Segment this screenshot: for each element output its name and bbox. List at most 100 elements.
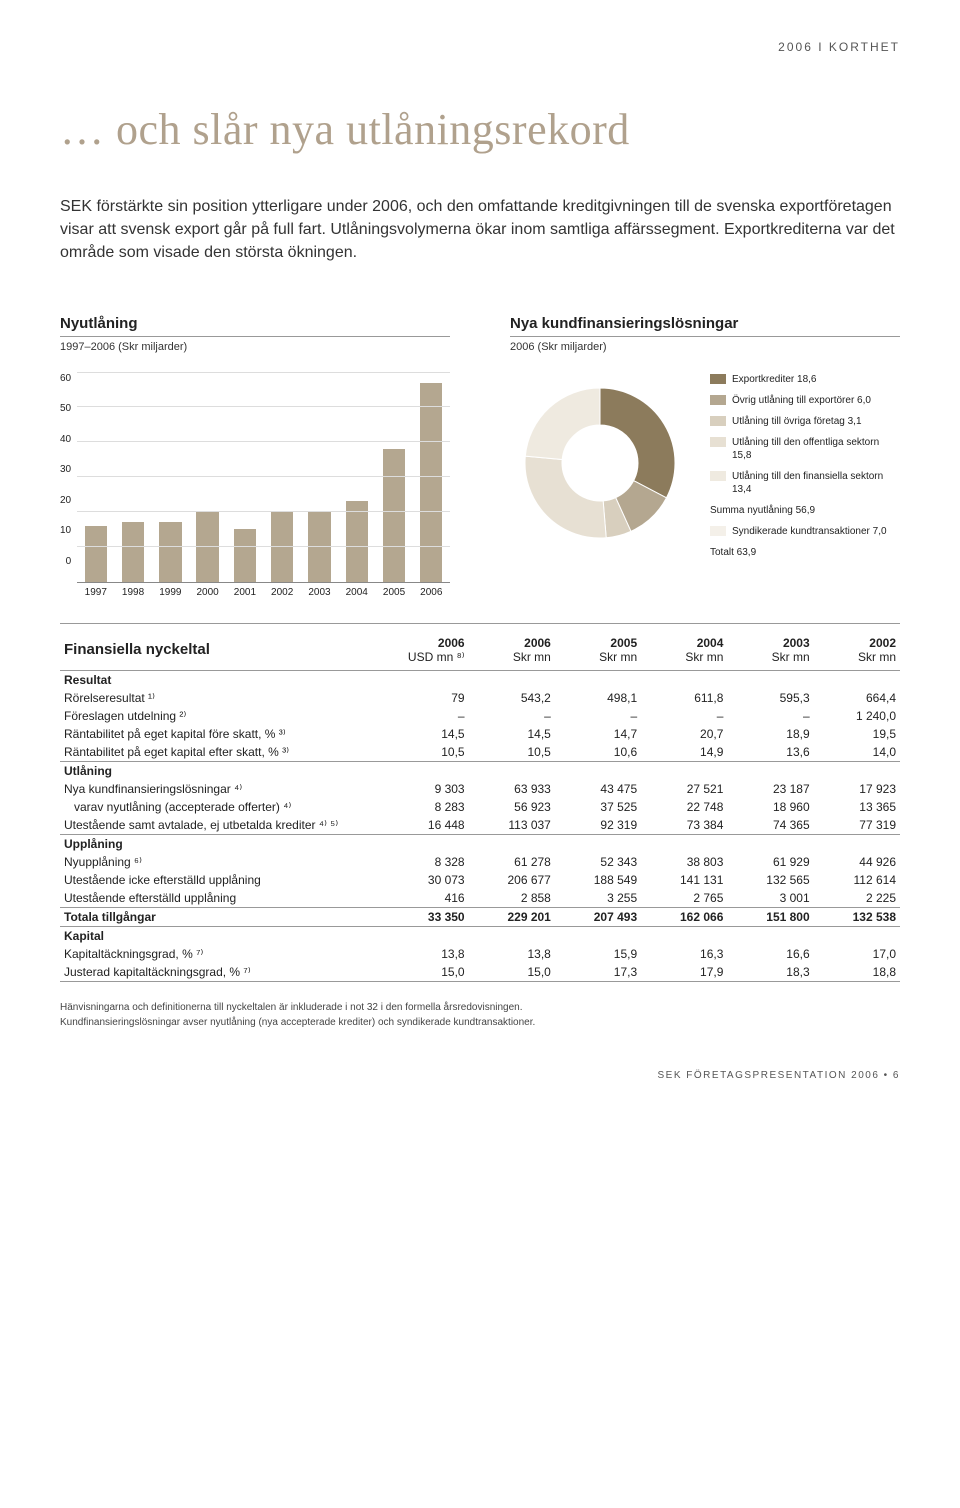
cell: 15,0 [469,963,555,982]
cell [814,834,900,853]
cell: 498,1 [555,689,641,707]
cell: 27 521 [641,780,727,798]
cell: 141 131 [641,871,727,889]
cell [641,926,727,945]
bar-col: 1999 [152,373,189,582]
financial-table-section: Finansiella nyckeltal 2006USD mn ⁸⁾2006S… [60,623,900,1030]
row-label: Utestående icke efterställd upplåning [60,871,360,889]
headline: … och slår nya utlåningsrekord [60,104,900,155]
table-row: Totala tillgångar33 350229 201207 493162… [60,907,900,926]
fin-col-header: 2006USD mn ⁸⁾ [360,634,469,671]
cell: 3 255 [555,889,641,908]
bar [420,383,442,582]
cell: 2 858 [469,889,555,908]
donut-chart-block: Nya kundfinansieringslösningar 2006 (Skr… [510,315,900,583]
cell: 13 365 [814,798,900,816]
bar [308,512,330,582]
cell [727,834,813,853]
cell: 13,8 [469,945,555,963]
cell: 207 493 [555,907,641,926]
cell: 16 448 [360,816,469,835]
cell [555,834,641,853]
cell: 10,6 [555,743,641,762]
cell: 77 319 [814,816,900,835]
table-row: Upplåning [60,834,900,853]
cell: 14,0 [814,743,900,762]
cell: 2 765 [641,889,727,908]
gridline [77,372,450,373]
bar-x-label: 2005 [375,587,412,598]
bar [383,449,405,581]
donut-row: Exportkrediter 18,6Övrig utlåning till e… [510,373,900,559]
donut-slice [525,456,606,538]
cell: 38 803 [641,853,727,871]
cell: 8 283 [360,798,469,816]
charts-row: Nyutlåning 1997–2006 (Skr miljarder) 605… [60,315,900,583]
cell: 16,6 [727,945,813,963]
cell: 79 [360,689,469,707]
cell [814,926,900,945]
cell: 112 614 [814,871,900,889]
gridline [77,546,450,547]
table-row: Utlåning [60,761,900,780]
bar [85,526,107,582]
cell: 44 926 [814,853,900,871]
bar [196,512,218,582]
cell: 151 800 [727,907,813,926]
table-row: Resultat [60,670,900,689]
table-row: Kapitaltäckningsgrad, % ⁷⁾13,813,815,916… [60,945,900,963]
fin-col-header: 2005Skr mn [555,634,641,671]
row-label: Räntabilitet på eget kapital efter skatt… [60,743,360,762]
cell: 17,9 [641,963,727,982]
cell: 14,5 [469,725,555,743]
donut-slice [600,388,675,498]
cell: – [641,707,727,725]
cell: 63 933 [469,780,555,798]
cell [814,670,900,689]
cell: 73 384 [641,816,727,835]
bar-area: 1997199819992000200120022003200420052006 [77,373,450,583]
cell: 92 319 [555,816,641,835]
cell [469,834,555,853]
cell: 33 350 [360,907,469,926]
bar [271,512,293,582]
bar-chart: 6050403020100 19971998199920002001200220… [60,373,450,583]
cell: 9 303 [360,780,469,798]
bars: 1997199819992000200120022003200420052006 [77,373,450,582]
table-row: Kapital [60,926,900,945]
table-row: Justerad kapitaltäckningsgrad, % ⁷⁾15,01… [60,963,900,982]
legend-item: Utlåning till den finansiella sektorn 13… [710,470,892,496]
cell: 18,8 [814,963,900,982]
cell: 52 343 [555,853,641,871]
row-label: Upplåning [60,834,360,853]
row-label: Rörelseresultat ¹⁾ [60,689,360,707]
bar [234,529,256,581]
bar-col: 2003 [301,373,338,582]
cell [641,834,727,853]
cell [360,926,469,945]
legend-item: Exportkrediter 18,6 [710,373,892,386]
cell: 10,5 [360,743,469,762]
bar-x-label: 1999 [152,587,189,598]
cell: 17 923 [814,780,900,798]
cell: 188 549 [555,871,641,889]
bar-col: 2001 [226,373,263,582]
gridline [77,441,450,442]
y-tick: 30 [60,464,71,475]
cell: 162 066 [641,907,727,926]
cell [727,926,813,945]
y-tick: 50 [60,403,71,414]
legend-item: Syndikerade kundtransaktioner 7,0 [710,525,892,538]
fin-body: ResultatRörelseresultat ¹⁾79543,2498,161… [60,670,900,981]
legend-label: Syndikerade kundtransaktioner 7,0 [732,525,887,538]
bar-chart-title: Nyutlåning [60,315,450,337]
cell: 18,3 [727,963,813,982]
cell [641,670,727,689]
donut-svg [510,373,690,553]
legend-item: Utlåning till övriga företag 3,1 [710,415,892,428]
legend-swatch [710,395,726,405]
table-row: Räntabilitet på eget kapital före skatt,… [60,725,900,743]
row-label: Kapital [60,926,360,945]
legend-total: Totalt 63,9 [710,546,892,559]
cell: 74 365 [727,816,813,835]
